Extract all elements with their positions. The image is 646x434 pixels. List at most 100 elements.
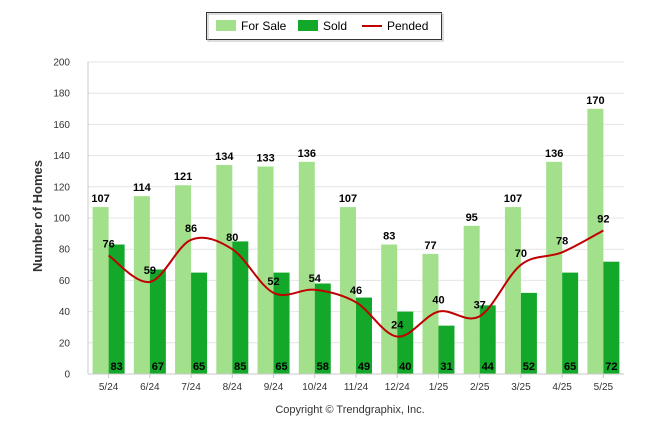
for-sale-bar [546,161,563,374]
for-sale-bar [340,207,356,374]
copyright-text: Copyright © Trendgraphix, Inc. [275,404,424,416]
pended-value-label: 37 [474,299,486,311]
legend-shadow [207,13,444,42]
sold-value-label: 72 [605,361,617,373]
x-tick-label: 11/24 [344,382,369,393]
legend-box [206,12,442,40]
sold-value-label: 31 [440,361,452,373]
x-tick-label: 5/25 [594,382,614,393]
for-sale-value-label: 83 [383,231,395,243]
pended-value-label: 40 [432,295,444,307]
axes: 0 20 40 60 80 100 120 140 160 180 200 5/24 6/24 7/24 8… [53,58,624,393]
for-sale-bar [381,244,398,374]
sold-value-label: 65 [275,361,287,373]
sold-value-label: 52 [523,361,535,373]
legend-label-for-sale: For Sale [241,19,287,33]
for-sale-bar [175,185,192,374]
sold-value-label: 40 [399,361,411,373]
sold-bar [273,272,290,374]
bars [92,108,620,375]
for-sale-value-label: 170 [586,95,604,107]
x-tick-label: 6/24 [140,382,160,393]
x-tick-label: 2/25 [470,382,490,393]
pended-line-group [108,229,604,338]
y-tick-label: 180 [53,89,70,100]
sold-value-label: 67 [152,361,164,373]
x-tick-label: 10/24 [302,382,327,393]
y-tick-label: 80 [59,245,71,256]
for-sale-value-label: 136 [545,148,563,160]
for-sale-value-label: 121 [174,171,192,183]
sold-value-label: 65 [193,361,205,373]
x-tick-label: 8/24 [223,382,243,393]
pended-value-label: 54 [309,273,322,285]
for-sale-bar [298,161,315,374]
for-sale-bar [504,207,521,374]
legend-swatch-sold [298,20,318,31]
sold-bar [562,272,579,374]
sold-bar [479,305,496,374]
y-tick-label: 120 [53,182,70,193]
pended-value-label: 59 [144,265,156,277]
y-tick-label: 20 [59,338,71,349]
y-tick-label: 100 [53,214,70,225]
for-sale-value-label: 136 [298,148,316,160]
sold-bar [438,325,455,374]
sold-value-label: 44 [482,361,495,373]
for-sale-bar [216,164,233,374]
sold-bar [603,261,620,374]
for-sale-bar [587,108,604,375]
y-tick-label: 40 [59,307,71,318]
pended-line [108,229,604,338]
x-tick-label: 5/24 [99,382,119,393]
y-axis-label: Number of Homes [30,160,45,272]
y-tick-label: 60 [59,276,71,287]
pended-value-label: 76 [102,238,114,250]
legend-label-sold: Sold [323,19,347,33]
pended-value-label: 86 [185,223,197,235]
legend-swatch-for-sale [216,20,236,31]
x-tick-label: 1/25 [429,382,449,393]
sold-value-label: 83 [110,361,122,373]
sold-bar [397,311,414,374]
sold-value-label: 49 [358,361,370,373]
x-tick-label: 12/24 [385,382,410,393]
legend: For Sale Sold Pended [206,12,444,42]
sold-value-label: 65 [564,361,576,373]
y-tick-label: 200 [53,58,70,69]
for-sale-value-label: 95 [466,212,478,224]
for-sale-bar [133,196,150,374]
for-sale-value-label: 107 [504,193,522,205]
for-sale-value-label: 114 [133,182,152,194]
for-sale-bar [92,207,109,374]
for-sale-value-label: 134 [215,151,234,163]
for-sale-bar [422,253,439,374]
sold-bar [191,272,208,374]
sold-bar [314,283,331,374]
sold-bar [232,241,249,374]
sold-bar [520,292,537,374]
pended-value-label: 80 [226,232,238,244]
x-tick-label: 7/24 [181,382,201,393]
sold-bar [149,269,166,374]
legend-label-pended: Pended [387,19,428,33]
sold-value-label: 58 [317,361,329,373]
data-labels: 107 83 114 67 121 65 134 85 133 65 136 58 107 49 83 40 7… [91,95,617,373]
x-tick-label: 3/25 [511,382,531,393]
x-tick-label: 4/25 [552,382,572,393]
pended-value-label: 24 [391,320,404,332]
sold-bar [108,244,125,374]
pended-value-label: 46 [350,285,362,297]
pended-value-label: 78 [556,235,568,247]
for-sale-bar [463,225,480,374]
for-sale-bar [257,166,274,374]
for-sale-value-label: 133 [256,153,274,165]
y-tick-label: 160 [53,120,70,131]
x-tick-label: 9/24 [264,382,284,393]
for-sale-value-label: 107 [339,193,357,205]
sold-bar [356,297,372,374]
sold-value-label: 85 [234,361,246,373]
y-tick-label: 0 [64,370,70,381]
pended-value-label: 70 [515,248,527,260]
